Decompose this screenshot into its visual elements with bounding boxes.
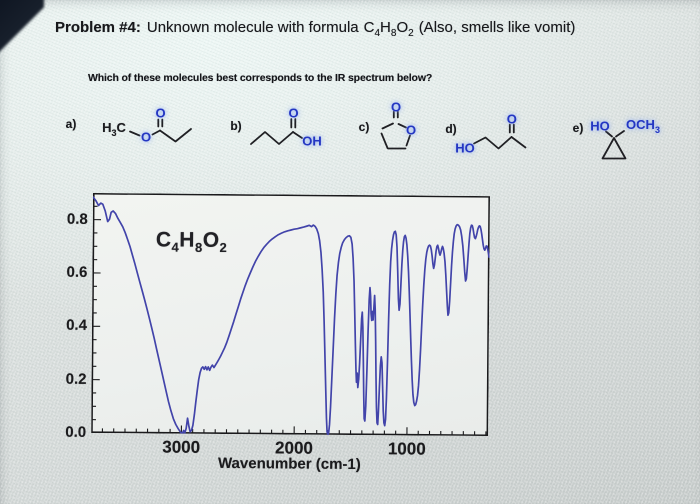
option-b-structure-butanoic-acid (250, 118, 303, 145)
option-e-methoxy-label: OCH3 (626, 117, 660, 135)
option-c-letter: c) (358, 120, 370, 134)
option-a-structure-methyl-propanoate (129, 118, 192, 143)
spectrum-formula-annotation: C4H8O2 (155, 228, 228, 256)
problem-number: Problem #4: (55, 19, 141, 36)
option-d-hydroxyl-label: HO (455, 140, 475, 155)
spectrum-canvas (91, 192, 491, 437)
option-a-ester-oxygen: O (140, 129, 152, 144)
option-b-letter: b) (230, 119, 242, 133)
option-b-carbonyl-oxygen: O (288, 105, 299, 120)
x-tick-label: 1000 (387, 439, 426, 459)
option-d-carbonyl-oxygen: O (506, 111, 517, 126)
option-d-letter: d) (445, 122, 457, 136)
option-b-hydroxyl-label: OH (302, 133, 322, 149)
y-tick-label: 0.6 (66, 263, 88, 281)
y-tick-label: 0.4 (66, 317, 88, 335)
option-a-methyl-label: H3C (102, 120, 126, 138)
problem-title: Problem #4: Unknown molecule with formula… (55, 19, 675, 39)
option-c-structure-gamma-butyrolactone (380, 110, 411, 150)
photo-corner-shadow (0, 0, 44, 58)
option-c-carbonyl-oxygen: O (390, 99, 402, 114)
x-tick-label: 3000 (162, 437, 201, 457)
option-a-carbonyl-oxygen: O (155, 105, 166, 120)
ir-spectrum-curve (92, 196, 490, 436)
option-e-letter: e) (572, 121, 584, 135)
option-d-structure-hydroxy-butanone (473, 123, 527, 150)
y-tick-label: 0.8 (66, 210, 88, 228)
y-tick-label: 0.2 (65, 370, 87, 388)
x-tick-label: 2000 (275, 438, 313, 458)
title-hint: (Also, smells like vomit) (418, 19, 576, 36)
option-e-structure-methoxycyclopropanol (601, 130, 627, 160)
y-tick-label: 0.0 (65, 423, 87, 441)
option-a-letter: a) (65, 117, 77, 131)
title-text: Unknown molecule with formula (146, 19, 359, 36)
ir-spectrum-plot: C4H8O2 Wavenumber (cm-1) 3000 2000 1000 0.0… (48, 185, 520, 489)
plot-frame (91, 192, 491, 437)
title-formula: C4H8O2 (363, 19, 414, 39)
option-c-ring-oxygen: O (405, 122, 417, 137)
option-e-hydroxyl-label: HO (590, 118, 610, 133)
question-text: Which of these molecules best correspond… (88, 72, 433, 84)
